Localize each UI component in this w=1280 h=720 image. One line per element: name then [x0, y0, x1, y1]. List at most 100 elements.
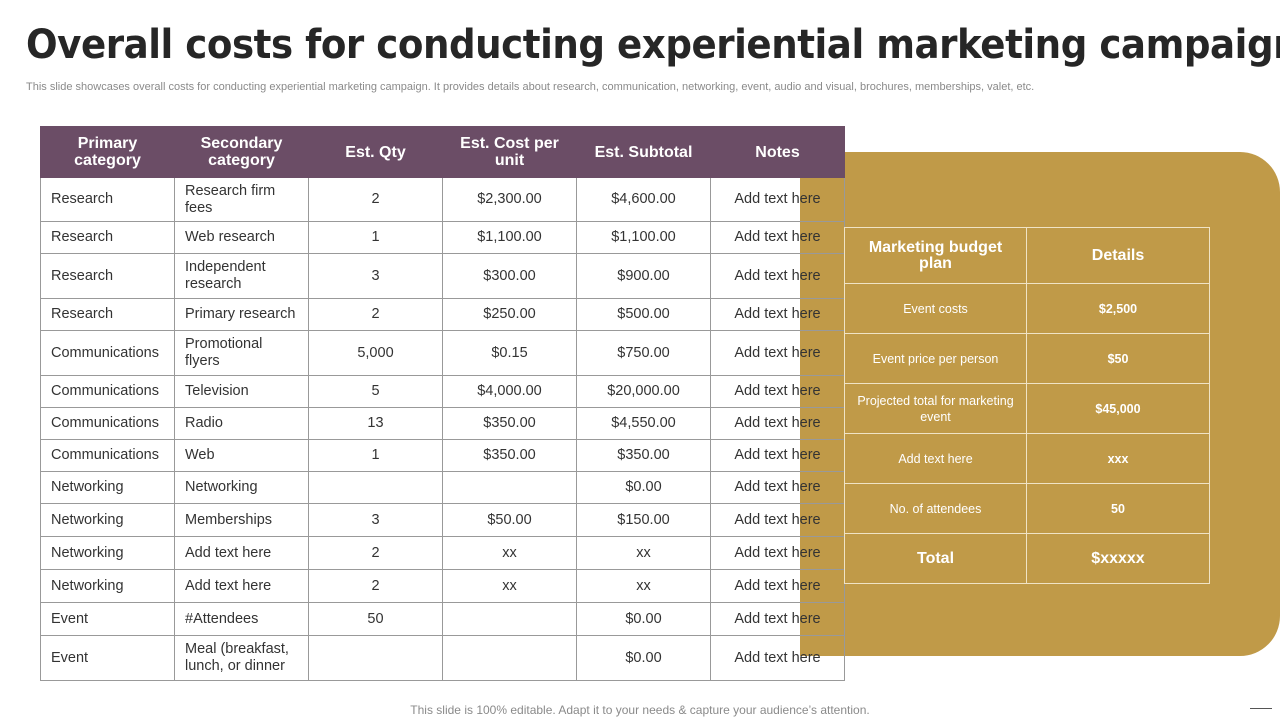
cell: $2,300.00 — [442, 177, 577, 222]
cell: $150.00 — [576, 503, 711, 537]
cell: Add text here — [710, 471, 845, 504]
cell: Add text here — [710, 439, 845, 472]
cell: 50 — [1026, 483, 1210, 534]
cell: 50 — [308, 602, 443, 636]
cell: Projected total for marketing event — [844, 383, 1027, 434]
cell: Communications — [40, 439, 175, 472]
cell: Networking — [174, 471, 309, 504]
cell: Research firm fees — [174, 177, 309, 222]
cell: No. of attendees — [844, 483, 1027, 534]
cell: Event price per person — [844, 333, 1027, 384]
row: Communications Web 1 $350.00 $350.00 Add text… — [40, 439, 845, 472]
cell: Add text here — [844, 433, 1027, 484]
cell: $0.00 — [576, 602, 711, 636]
header-cell: Est. Subtotal — [576, 126, 711, 178]
cell — [308, 471, 443, 504]
cell: Add text here — [710, 536, 845, 570]
cell: Event — [40, 602, 175, 636]
row: Networking Networking $0.00 Add text here — [40, 471, 845, 504]
cell: xx — [576, 536, 711, 570]
cell: Memberships — [174, 503, 309, 537]
cell: Add text here — [710, 503, 845, 537]
cell: xx — [442, 536, 577, 570]
cell: $4,000.00 — [442, 375, 577, 408]
row: Research Web research 1 $1,100.00 $1,100.00 A… — [40, 221, 845, 254]
cell: Television — [174, 375, 309, 408]
row: Event price per person $50 — [844, 333, 1210, 384]
row: Event costs $2,500 — [844, 283, 1210, 334]
cell: Networking — [40, 569, 175, 603]
cell: Research — [40, 221, 175, 254]
cell: #Attendees — [174, 602, 309, 636]
row: Networking Add text here 2 xx xx Add text her… — [40, 569, 845, 603]
row: Research Research firm fees 2 $2,300.00 $4,6… — [40, 177, 845, 222]
cell: $20,000.00 — [576, 375, 711, 408]
header-cell: Details — [1026, 227, 1210, 284]
cell: Add text here — [710, 407, 845, 440]
header-cell: Est. Qty — [308, 126, 443, 178]
cell: $50 — [1026, 333, 1210, 384]
row: Communications Promotional flyers 5,000 $0.… — [40, 330, 845, 376]
cell: $1,100.00 — [442, 221, 577, 254]
cell: Primary research — [174, 298, 309, 331]
row: Communications Television 5 $4,000.00 $20,00… — [40, 375, 845, 408]
cell: Add text here — [174, 536, 309, 570]
cell: Add text here — [710, 298, 845, 331]
cell: 3 — [308, 503, 443, 537]
cell — [308, 635, 443, 681]
header-row: Primary category Secondary category Est. Q… — [40, 126, 845, 178]
cell: Research — [40, 177, 175, 222]
row: Communications Radio 13 $350.00 $4,550.00 Add… — [40, 407, 845, 440]
cell: Add text here — [710, 375, 845, 408]
corner-line — [1250, 708, 1272, 709]
cell: 5,000 — [308, 330, 443, 376]
cell: 1 — [308, 439, 443, 472]
row: Networking Add text here 2 xx xx Add text her… — [40, 536, 845, 570]
header-row: Marketing budget plan Details — [844, 227, 1210, 284]
cell: Add text here — [710, 330, 845, 376]
cell: $900.00 — [576, 253, 711, 299]
cell: Communications — [40, 407, 175, 440]
cell: 2 — [308, 177, 443, 222]
cell: 13 — [308, 407, 443, 440]
cost-table: Primary category Secondary category Est. Q… — [40, 126, 845, 681]
cell: Event costs — [844, 283, 1027, 334]
cell: 3 — [308, 253, 443, 299]
cell: 2 — [308, 298, 443, 331]
budget-table: Marketing budget plan Details Event costs $… — [844, 227, 1210, 584]
cell: $250.00 — [442, 298, 577, 331]
cell: $350.00 — [442, 407, 577, 440]
subtitle: This slide showcases overall costs for c… — [26, 81, 1035, 93]
cell: 2 — [308, 536, 443, 570]
cell: Add text here — [174, 569, 309, 603]
cell: Add text here — [710, 635, 845, 681]
cell: Add text here — [710, 569, 845, 603]
cell — [442, 602, 577, 636]
cell: $0.00 — [576, 471, 711, 504]
cell: Event — [40, 635, 175, 681]
row: Research Primary research 2 $250.00 $500.00 A… — [40, 298, 845, 331]
header-cell: Est. Cost per unit — [442, 126, 577, 178]
cell: $350.00 — [442, 439, 577, 472]
cell: Networking — [40, 503, 175, 537]
cell: Networking — [40, 471, 175, 504]
cell: $50.00 — [442, 503, 577, 537]
cell: Radio — [174, 407, 309, 440]
cell: Research — [40, 253, 175, 299]
cell: 5 — [308, 375, 443, 408]
cell: $350.00 — [576, 439, 711, 472]
cell: $1,100.00 — [576, 221, 711, 254]
cell: $0.15 — [442, 330, 577, 376]
cell: Web — [174, 439, 309, 472]
cell: $4,600.00 — [576, 177, 711, 222]
header-cell: Secondary category — [174, 126, 309, 178]
row: Total $xxxxx — [844, 533, 1210, 584]
cell: 1 — [308, 221, 443, 254]
cell: 2 — [308, 569, 443, 603]
cell: Independent research — [174, 253, 309, 299]
cell: Communications — [40, 375, 175, 408]
cell: $500.00 — [576, 298, 711, 331]
row: Event Meal (breakfast, lunch, or dinner $0… — [40, 635, 845, 681]
row: Projected total for marketing event $45,0… — [844, 383, 1210, 434]
cell: xx — [576, 569, 711, 603]
